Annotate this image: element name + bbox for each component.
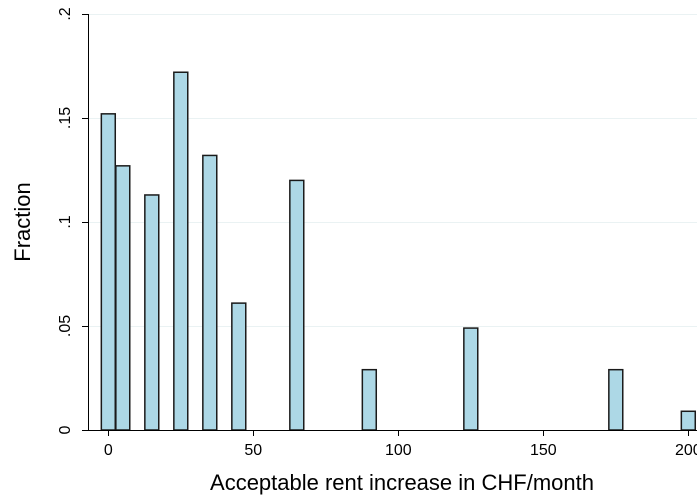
x-tick-label: 100 xyxy=(385,442,412,459)
y-tick-label: .15 xyxy=(57,107,74,129)
grid-lines xyxy=(89,14,697,327)
bar xyxy=(144,194,160,431)
bar xyxy=(680,410,697,431)
bars xyxy=(100,71,697,431)
x-tick-label: 0 xyxy=(104,442,113,459)
y-tick-label: .2 xyxy=(57,7,74,20)
y-axis-ticks: 0 .05 .1 .15 .2 xyxy=(57,7,88,434)
x-tick-label: 150 xyxy=(530,442,557,459)
x-tick-label: 50 xyxy=(244,442,262,459)
bar xyxy=(231,302,247,431)
x-axis-ticks: 0 50 100 150 200 xyxy=(104,430,697,459)
bar xyxy=(173,71,189,431)
bar xyxy=(608,368,624,431)
y-tick-label: .1 xyxy=(57,215,74,228)
y-tick-label: .05 xyxy=(57,315,74,337)
bar xyxy=(463,327,479,431)
y-tick-label: 0 xyxy=(57,425,74,434)
x-tick-label: 200 xyxy=(675,442,697,459)
y-axis-title: Fraction xyxy=(10,182,35,261)
bar xyxy=(202,154,218,431)
bar xyxy=(115,165,131,431)
bar xyxy=(289,179,305,431)
bar xyxy=(100,113,117,431)
bar xyxy=(361,368,378,431)
x-axis-title: Acceptable rent increase in CHF/month xyxy=(210,470,594,495)
